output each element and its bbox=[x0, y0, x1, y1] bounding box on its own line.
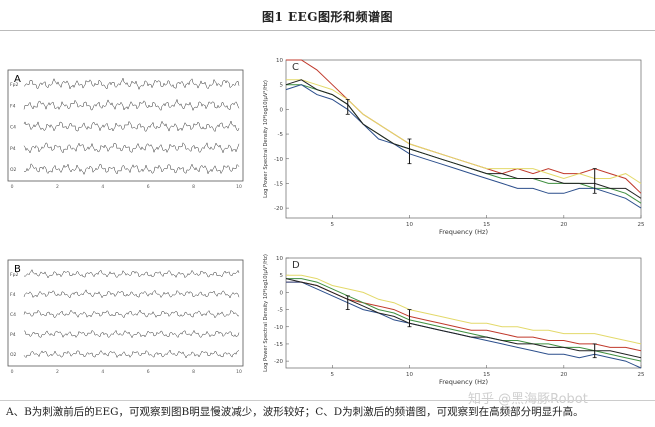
x-tick-label: 25 bbox=[638, 372, 645, 378]
eeg-x-tick-label: 8 bbox=[192, 184, 195, 190]
eeg-panel-a-traces: Fp2 F4 C4 P4 O2 0 2 4 6 8 10 bbox=[10, 77, 242, 190]
panel-label: C bbox=[292, 62, 299, 73]
eeg-x-tick-label: 4 bbox=[101, 369, 104, 375]
series-line-0 bbox=[286, 59, 642, 194]
eeg-x-tick-label: 2 bbox=[56, 184, 59, 190]
top-rule bbox=[0, 30, 655, 31]
x-axis-label: Frequency (Hz) bbox=[439, 228, 488, 236]
spectrum-chart-c: C 10 5 0 -5 -10 -15 -20 5 10 15 20 25 Frequency (Hz) L… bbox=[263, 58, 645, 236]
watermark-text: 知乎 @黑海豚Robot bbox=[468, 392, 588, 407]
x-axis-label: Frequency (Hz) bbox=[439, 378, 488, 386]
eeg-channel-label: F4 bbox=[10, 103, 16, 109]
eeg-x-tick-label: 0 bbox=[11, 184, 14, 190]
eeg-channel-label: P4 bbox=[10, 332, 16, 338]
x-tick-label: 15 bbox=[483, 222, 490, 228]
x-tick-label: 10 bbox=[406, 372, 413, 378]
eeg-panel-a: A Fp2 F4 C4 P4 O2 0 2 4 6 8 10 bbox=[7, 69, 244, 190]
eeg-x-tick-label: 4 bbox=[101, 184, 104, 190]
spectrum-chart-d: D 10 5 0 -5 -10 -15 -20 5 10 15 20 25 Frequency (Hz) L… bbox=[263, 254, 645, 386]
y-tick-label: 0 bbox=[280, 290, 284, 296]
y-tick-label: 0 bbox=[280, 107, 284, 113]
eeg-panel-b-traces: Fp2 F4 C4 P4 O2 0 2 4 6 8 10 bbox=[10, 269, 242, 375]
eeg-x-tick-label: 8 bbox=[192, 369, 195, 375]
x-tick-label: 20 bbox=[560, 222, 567, 228]
eeg-panel-b-label: B bbox=[14, 264, 21, 275]
eeg-channel-label: Fp2 bbox=[10, 272, 18, 278]
y-axis-label: Log Power Spectral Density 10*log10(μV²/… bbox=[263, 254, 269, 372]
eeg-x-tick-label: 6 bbox=[147, 369, 150, 375]
y-tick-label: -5 bbox=[278, 308, 284, 314]
y-tick-label: -5 bbox=[278, 132, 284, 138]
x-tick-label: 5 bbox=[331, 372, 335, 378]
eeg-trace bbox=[23, 349, 240, 359]
y-tick-label: -15 bbox=[274, 181, 283, 187]
eeg-channel-label: F4 bbox=[10, 292, 16, 298]
panel-label: D bbox=[292, 260, 300, 271]
eeg-channel-label: O2 bbox=[10, 352, 17, 358]
eeg-channel-label: C4 bbox=[10, 125, 16, 131]
eeg-panel-a-frame bbox=[7, 69, 244, 182]
y-tick-label: -20 bbox=[274, 206, 283, 212]
figure-title: 图1 EEG图形和频谱图 bbox=[261, 10, 394, 24]
eeg-panel-a-label: A bbox=[14, 74, 21, 85]
series-line-4 bbox=[285, 79, 642, 199]
eeg-trace bbox=[23, 120, 240, 133]
bottom-rule bbox=[0, 400, 655, 401]
eeg-trace bbox=[23, 163, 240, 176]
series-line-4 bbox=[285, 278, 642, 359]
y-tick-label: 10 bbox=[276, 58, 283, 64]
eeg-channel-label: Fp2 bbox=[10, 82, 18, 88]
eeg-channel-label: O2 bbox=[10, 167, 17, 173]
eeg-channel-label: P4 bbox=[10, 146, 16, 152]
eeg-trace bbox=[23, 269, 240, 279]
eeg-trace bbox=[23, 77, 240, 91]
eeg-panel-b: B Fp2 F4 C4 P4 O2 0 2 4 6 8 10 bbox=[7, 259, 244, 375]
eeg-x-tick-label: 2 bbox=[56, 369, 59, 375]
series-line-1 bbox=[286, 79, 642, 184]
x-tick-label: 25 bbox=[638, 222, 645, 228]
eeg-x-tick-label: 10 bbox=[236, 369, 242, 375]
x-tick-label: 10 bbox=[406, 222, 413, 228]
y-tick-label: 10 bbox=[276, 256, 283, 262]
y-tick-label: 5 bbox=[280, 83, 284, 89]
plot-frame bbox=[285, 257, 642, 369]
plot-frame bbox=[285, 59, 642, 219]
y-tick-label: -10 bbox=[274, 325, 283, 331]
y-tick-label: 5 bbox=[280, 273, 284, 279]
x-tick-label: 20 bbox=[560, 372, 567, 378]
series-line-2 bbox=[286, 278, 642, 362]
eeg-figure: A Fp2 F4 C4 P4 O2 0 2 4 6 8 10 B Fp2 F4 C4 P4 O2 0 2 4 6 8 1… bbox=[7, 58, 645, 386]
x-tick-label: 5 bbox=[331, 222, 335, 228]
eeg-trace bbox=[23, 309, 240, 319]
eeg-x-tick-label: 0 bbox=[11, 369, 14, 375]
eeg-trace bbox=[23, 142, 240, 154]
y-tick-label: -20 bbox=[274, 359, 283, 365]
figure-caption: A、B为刺激前后的EEG，可观察到图B明显慢波减少，波形较好；C、D为刺激后的频… bbox=[6, 406, 584, 418]
eeg-trace bbox=[23, 329, 240, 339]
eeg-channel-label: C4 bbox=[10, 312, 16, 318]
y-axis-label: Log Power Spectral Density 10*log10(μV²/… bbox=[263, 80, 269, 198]
eeg-trace bbox=[23, 98, 240, 112]
eeg-x-tick-label: 10 bbox=[236, 184, 242, 190]
series-line-2 bbox=[286, 84, 642, 204]
eeg-x-tick-label: 6 bbox=[147, 184, 150, 190]
series-line-0 bbox=[286, 274, 642, 345]
eeg-trace bbox=[23, 289, 240, 299]
series-line-3 bbox=[285, 84, 642, 209]
y-tick-label: -15 bbox=[274, 342, 283, 348]
x-tick-label: 15 bbox=[483, 372, 490, 378]
eeg-panel-b-frame bbox=[7, 259, 244, 367]
y-tick-label: -10 bbox=[274, 157, 283, 163]
